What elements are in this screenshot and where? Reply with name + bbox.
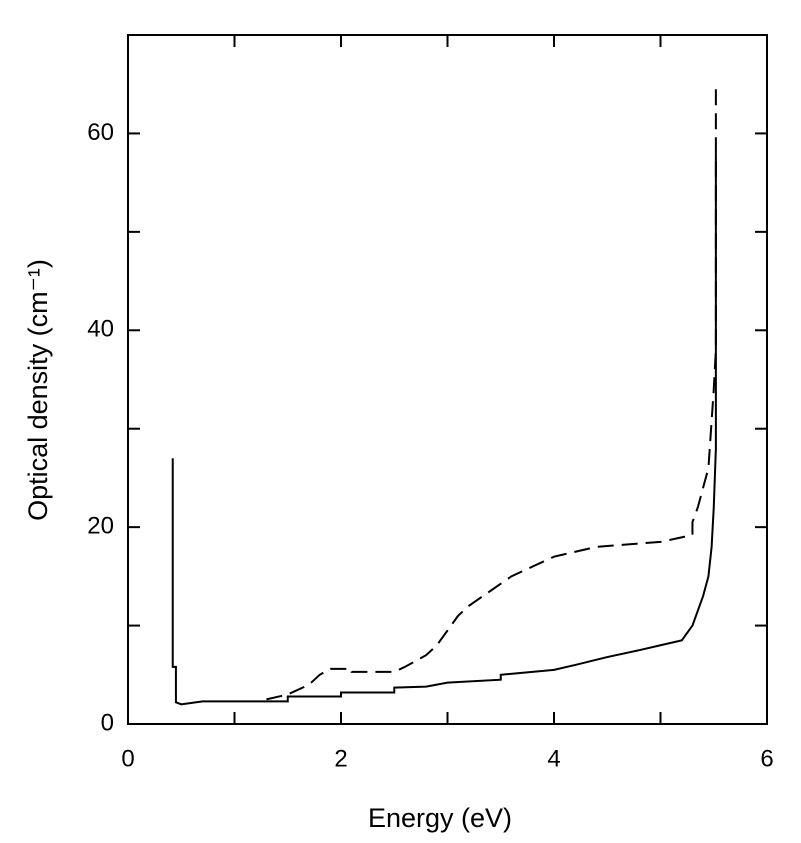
x-tick-label: 0 xyxy=(121,745,134,772)
data-line xyxy=(171,153,717,706)
plot-frame xyxy=(127,34,768,725)
x-tick-label: 6 xyxy=(760,745,773,772)
y-tick-label: 0 xyxy=(101,709,114,736)
x-axis-label: Energy (eV) xyxy=(368,803,512,833)
y-axis-label: Optical density (cm⁻¹) xyxy=(23,259,53,521)
y-tick-label: 60 xyxy=(87,119,114,146)
x-tick-label: 2 xyxy=(334,745,347,772)
x-tick-label: 4 xyxy=(547,745,560,772)
y-tick-label: 40 xyxy=(87,316,114,343)
y-tick-label: 20 xyxy=(87,512,114,539)
data-line xyxy=(266,84,717,701)
